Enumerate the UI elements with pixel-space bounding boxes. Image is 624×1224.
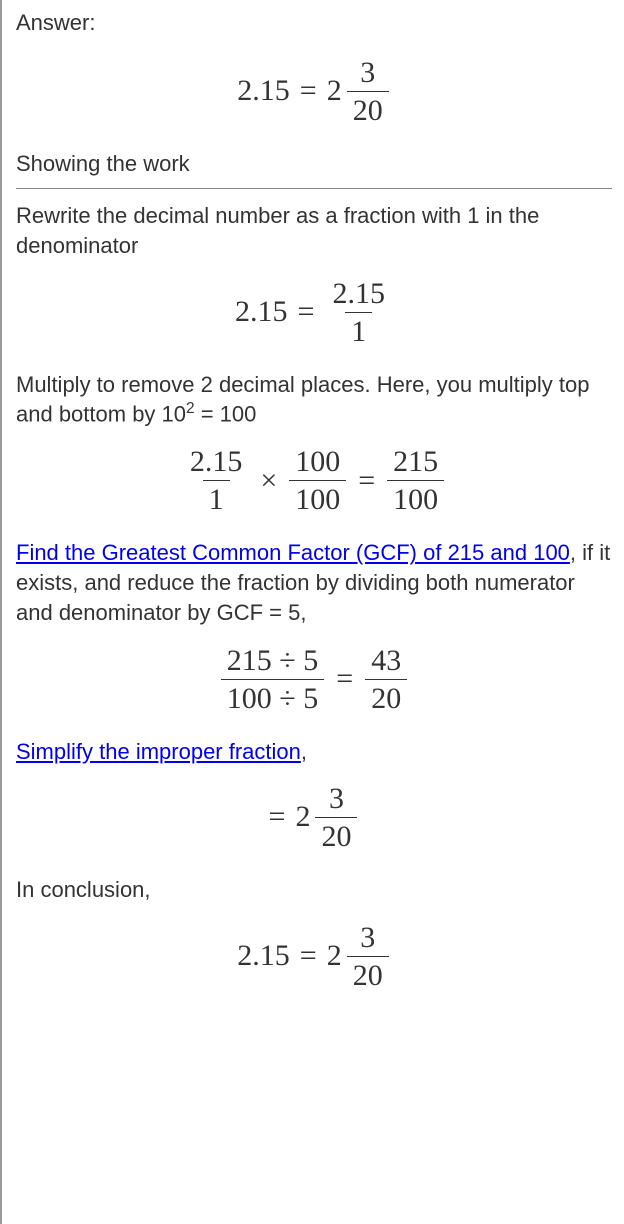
- step2-fraction-3: 215 100: [387, 445, 444, 516]
- equals-sign: =: [300, 71, 317, 112]
- answer-left: 2.15: [237, 71, 290, 112]
- step1-fraction: 2.15 1: [326, 277, 391, 348]
- step4-text: Simplify the improper fraction,: [16, 737, 612, 767]
- step3-fraction-2: 43 20: [365, 644, 407, 715]
- conclusion-fraction: 3 20: [347, 921, 389, 992]
- step4-equation: = 2 3 20: [16, 782, 612, 853]
- step3-f2-den: 20: [365, 679, 407, 715]
- step2-f2-num: 100: [289, 445, 346, 480]
- step2-f2-den: 100: [289, 480, 346, 516]
- step4-comma: ,: [301, 739, 307, 764]
- equals-sign: =: [298, 292, 315, 333]
- conclusion-left: 2.15: [237, 936, 290, 977]
- step1-text: Rewrite the decimal number as a fraction…: [16, 201, 612, 260]
- conclusion-whole: 2: [327, 936, 342, 977]
- step2-f1-num: 2.15: [184, 445, 249, 480]
- step2-text-b: = 100: [195, 402, 257, 427]
- step2-f3-num: 215: [387, 445, 444, 480]
- answer-denominator: 20: [347, 91, 389, 127]
- step4-fraction: 3 20: [315, 782, 357, 853]
- answer-fraction: 3 20: [347, 56, 389, 127]
- step2-f3-den: 100: [387, 480, 444, 516]
- gcf-link[interactable]: Find the Greatest Common Factor (GCF) of…: [16, 540, 570, 565]
- answer-equation: 2.15 = 2 3 20: [16, 56, 612, 127]
- step3-text: Find the Greatest Common Factor (GCF) of…: [16, 538, 612, 627]
- step1-numerator: 2.15: [326, 277, 391, 312]
- step3-f1-den: 100 ÷ 5: [221, 679, 324, 715]
- step4-denominator: 20: [315, 817, 357, 853]
- step3-f1-num: 215 ÷ 5: [221, 644, 324, 679]
- step3-f2-num: 43: [365, 644, 407, 679]
- step2-fraction-2: 100 100: [289, 445, 346, 516]
- conclusion-numerator: 3: [354, 921, 381, 956]
- step2-text: Multiply to remove 2 decimal places. Her…: [16, 370, 612, 430]
- conclusion-text: In conclusion,: [16, 875, 612, 905]
- step2-equation: 2.15 1 × 100 100 = 215 100: [16, 445, 612, 516]
- answer-numerator: 3: [354, 56, 381, 91]
- step1-equation: 2.15 = 2.15 1: [16, 277, 612, 348]
- answer-label: Answer:: [16, 8, 612, 38]
- step1-left: 2.15: [235, 292, 288, 333]
- simplify-link[interactable]: Simplify the improper fraction: [16, 739, 301, 764]
- answer-whole: 2: [327, 71, 342, 112]
- conclusion-denominator: 20: [347, 956, 389, 992]
- step2-fraction-1: 2.15 1: [184, 445, 249, 516]
- step1-denominator: 1: [345, 312, 372, 348]
- step4-whole: 2: [295, 797, 310, 838]
- step2-text-a: Multiply to remove 2 decimal places. Her…: [16, 372, 589, 427]
- step3-fraction-1: 215 ÷ 5 100 ÷ 5: [221, 644, 324, 715]
- step2-f1-den: 1: [203, 480, 230, 516]
- step3-equation: 215 ÷ 5 100 ÷ 5 = 43 20: [16, 644, 612, 715]
- divider: [16, 188, 612, 189]
- equals-sign: =: [300, 936, 317, 977]
- times-sign: ×: [260, 461, 277, 502]
- step4-numerator: 3: [323, 782, 350, 817]
- showing-work-title: Showing the work: [16, 149, 612, 179]
- equals-sign: =: [269, 797, 286, 838]
- equals-sign: =: [336, 659, 353, 700]
- conclusion-equation: 2.15 = 2 3 20: [16, 921, 612, 992]
- equals-sign: =: [358, 461, 375, 502]
- step2-superscript: 2: [186, 400, 195, 417]
